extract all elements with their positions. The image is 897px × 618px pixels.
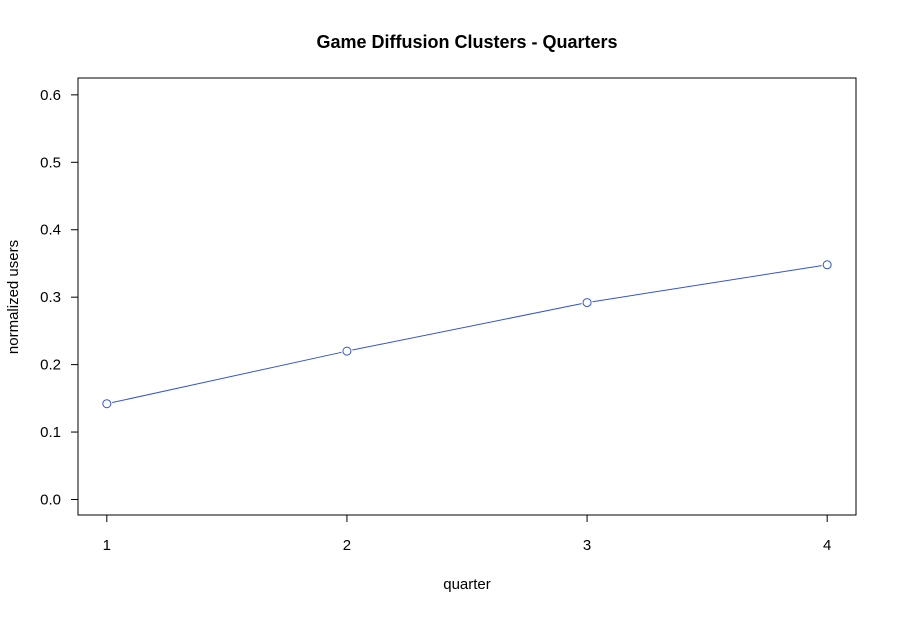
x-tick-label: 2 xyxy=(343,537,351,554)
y-tick-label: 0.4 xyxy=(40,222,61,239)
x-tick-label: 3 xyxy=(583,537,591,554)
series-line-segment xyxy=(592,265,822,303)
y-tick-label: 0.6 xyxy=(40,87,61,104)
x-tick-label: 1 xyxy=(103,537,111,554)
y-tick-label: 0.2 xyxy=(40,357,61,374)
x-axis-label: quarter xyxy=(443,576,491,593)
y-axis-label: normalized users xyxy=(5,240,22,354)
chart-title: Game Diffusion Clusters - Quarters xyxy=(316,32,617,52)
y-tick-label: 0.0 xyxy=(40,491,61,508)
data-point xyxy=(342,346,352,356)
series-line-segment xyxy=(112,351,342,404)
y-tick-label: 0.1 xyxy=(40,424,61,441)
y-tick-label: 0.3 xyxy=(40,289,61,306)
data-point xyxy=(822,260,832,270)
data-point xyxy=(582,298,592,308)
x-tick-label: 4 xyxy=(823,537,831,554)
x-axis: 1 2 3 4 xyxy=(103,514,831,554)
data-point xyxy=(102,399,112,409)
plot-frame xyxy=(77,77,857,516)
y-axis: 0.0 0.1 0.2 0.3 0.4 0.5 0.6 xyxy=(40,87,79,508)
series-layer xyxy=(102,260,832,409)
series-line-segment xyxy=(352,303,582,351)
y-tick-label: 0.5 xyxy=(40,154,61,171)
